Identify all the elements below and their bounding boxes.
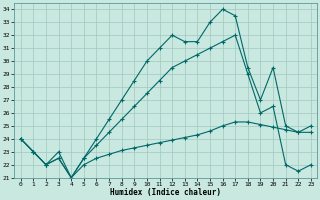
X-axis label: Humidex (Indice chaleur): Humidex (Indice chaleur) — [110, 188, 221, 197]
